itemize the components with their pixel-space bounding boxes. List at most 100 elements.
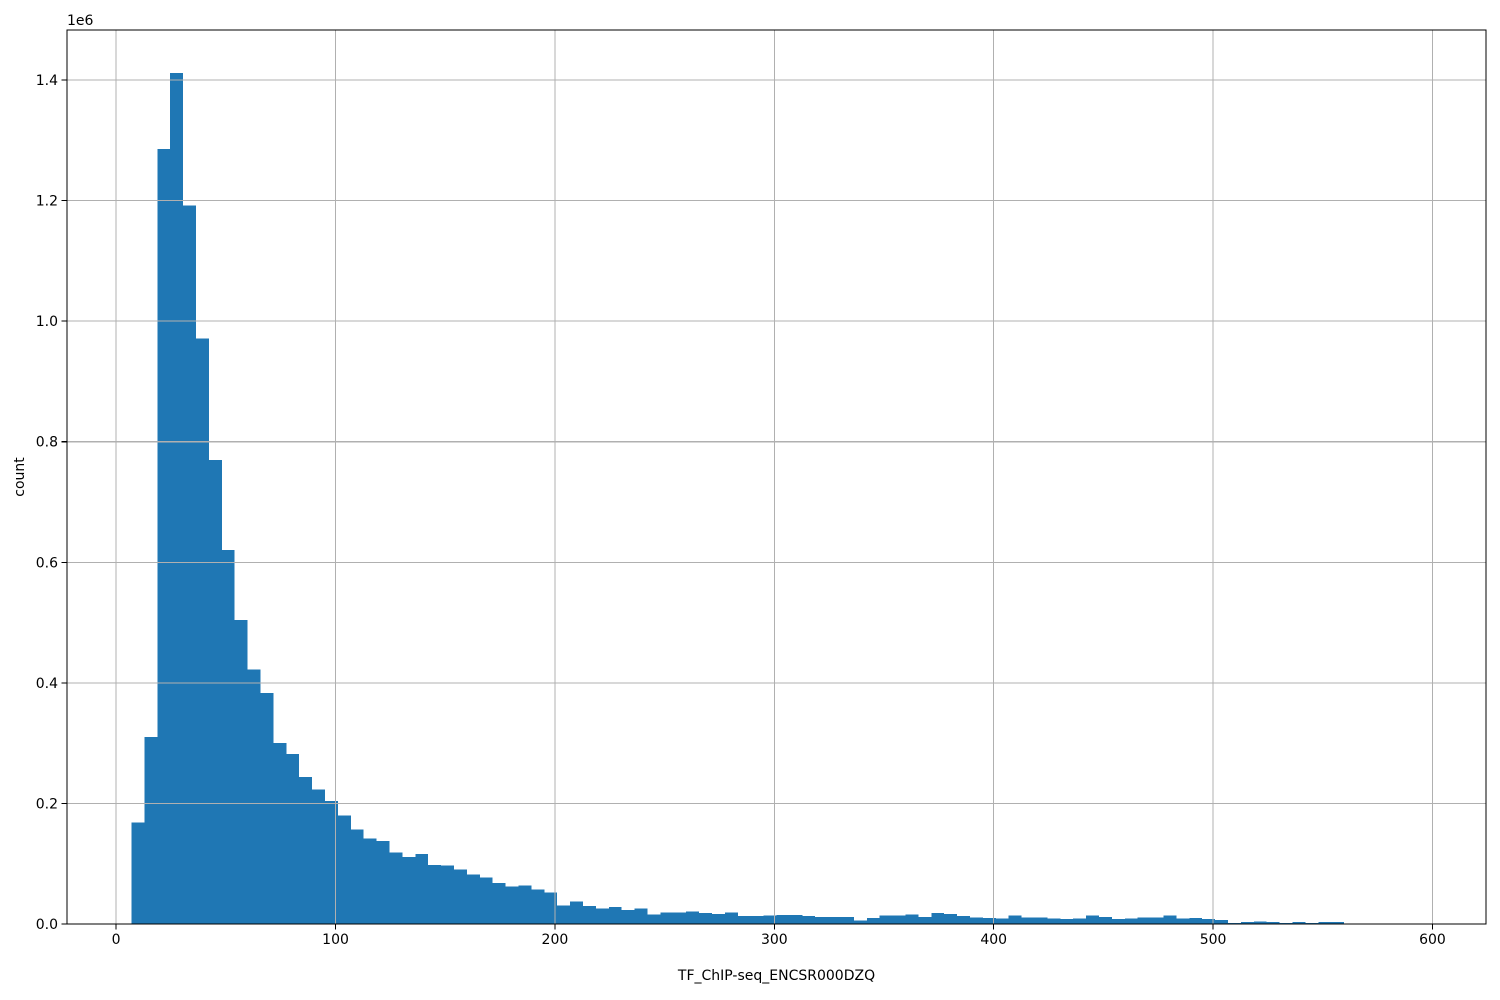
histogram-bar <box>157 148 171 924</box>
x-tick-labels: 0 100 200 300 400 500 600 <box>112 932 1446 948</box>
histogram-bar <box>273 743 287 924</box>
histogram-bar <box>286 754 300 924</box>
histogram-bars <box>131 72 1422 924</box>
histogram-bar <box>1137 917 1151 924</box>
y-tick-label: 1.2 <box>36 194 58 210</box>
histogram-bar <box>247 669 261 924</box>
histogram-bar <box>1279 922 1293 924</box>
histogram-bar <box>1228 922 1241 924</box>
y-tick-label: 0.6 <box>36 555 58 571</box>
histogram-bar <box>1073 918 1087 924</box>
x-axis-label: TF_ChIP-seq_ENCSR000DZQ <box>677 968 875 984</box>
histogram-bar <box>802 916 816 924</box>
y-tick-labels: 0.0 0.2 0.4 0.6 0.8 1.0 1.2 1.4 <box>36 73 58 933</box>
histogram-bar <box>131 822 145 924</box>
histogram-bar <box>776 914 790 924</box>
histogram-bar <box>815 916 829 924</box>
histogram-bar <box>350 829 364 924</box>
histogram-bar <box>750 916 764 924</box>
histogram-bar <box>454 869 467 924</box>
histogram-bar <box>1150 917 1164 924</box>
histogram-bar <box>260 693 274 924</box>
histogram-bar <box>325 801 338 924</box>
histogram-bar <box>234 620 248 924</box>
histogram-bar <box>970 917 983 924</box>
histogram-bar <box>841 916 854 924</box>
histogram-bar <box>1021 917 1035 924</box>
histogram-bar <box>544 892 558 924</box>
x-tick-label: 300 <box>761 932 788 948</box>
histogram-bar <box>583 905 596 924</box>
histogram-bar <box>763 915 777 924</box>
plot-border <box>66 29 1487 925</box>
histogram-bar <box>995 918 1009 924</box>
histogram-bar <box>402 857 416 924</box>
histogram-bar <box>1086 915 1099 924</box>
y-tick-label: 0.4 <box>36 676 58 692</box>
histogram-bar <box>1060 919 1074 924</box>
histogram-bar <box>299 776 313 924</box>
histogram-bar <box>1111 919 1125 924</box>
x-tick-label: 600 <box>1419 932 1446 948</box>
histogram-bar <box>1047 918 1061 924</box>
histogram-bar <box>724 912 738 924</box>
histogram-bar <box>879 915 893 924</box>
histogram-bar <box>170 72 184 924</box>
histogram-bar <box>1331 921 1345 924</box>
y-tick-label: 0.8 <box>36 435 58 451</box>
histogram-bar <box>415 854 429 924</box>
histogram-bar <box>1215 919 1228 924</box>
histogram-bar <box>1266 922 1280 924</box>
histogram-bar <box>828 916 841 924</box>
histogram-bar <box>892 915 906 924</box>
x-tick-label: 0 <box>112 932 121 948</box>
histogram-bar <box>1099 916 1112 924</box>
y-axis-offset-text: 1e6 <box>67 13 94 29</box>
histogram-bar <box>957 916 970 924</box>
x-tick-label: 400 <box>980 932 1007 948</box>
histogram-bar <box>441 865 454 924</box>
histogram-bar <box>183 205 196 924</box>
x-tick-label: 500 <box>1200 932 1227 948</box>
histogram-bar <box>1008 915 1022 924</box>
histogram-bar <box>608 907 622 924</box>
histogram-bar <box>144 737 158 924</box>
tick-marks <box>61 79 1434 930</box>
histogram-bar <box>634 908 648 924</box>
histogram-bar <box>1202 919 1216 924</box>
histogram-bar <box>479 877 493 924</box>
histogram-bar <box>466 874 480 924</box>
x-tick-label: 100 <box>322 932 349 948</box>
y-tick-label: 0.0 <box>36 917 58 933</box>
histogram-bar <box>1240 922 1254 924</box>
histogram-bar <box>621 910 635 924</box>
y-tick-label: 0.2 <box>36 796 58 812</box>
histogram-bar <box>196 338 209 924</box>
histogram-bar <box>1292 921 1306 924</box>
histogram-bar <box>389 852 403 924</box>
y-tick-label: 1.4 <box>36 73 58 89</box>
histogram-bar <box>1318 921 1332 924</box>
histogram-bar <box>737 916 751 924</box>
histogram-bar <box>1189 917 1203 924</box>
histogram-bar <box>208 459 222 924</box>
histogram-bar <box>337 815 351 924</box>
histogram-bar <box>376 840 390 924</box>
histogram-bar <box>505 886 519 924</box>
histogram-bar <box>905 914 919 924</box>
histogram-bar <box>557 905 571 924</box>
histogram-bar <box>789 914 803 924</box>
histogram-bar <box>686 911 700 924</box>
histogram-bar <box>363 838 377 924</box>
y-axis-label: count <box>12 457 28 497</box>
x-tick-label: 200 <box>542 932 569 948</box>
histogram-bar <box>1124 918 1138 924</box>
histogram-bar <box>1305 922 1319 924</box>
histogram-bar <box>312 789 325 924</box>
histogram-bar <box>982 917 996 924</box>
histogram-bar <box>492 883 506 924</box>
histogram-bar <box>531 889 545 924</box>
histogram-bar <box>221 550 235 924</box>
